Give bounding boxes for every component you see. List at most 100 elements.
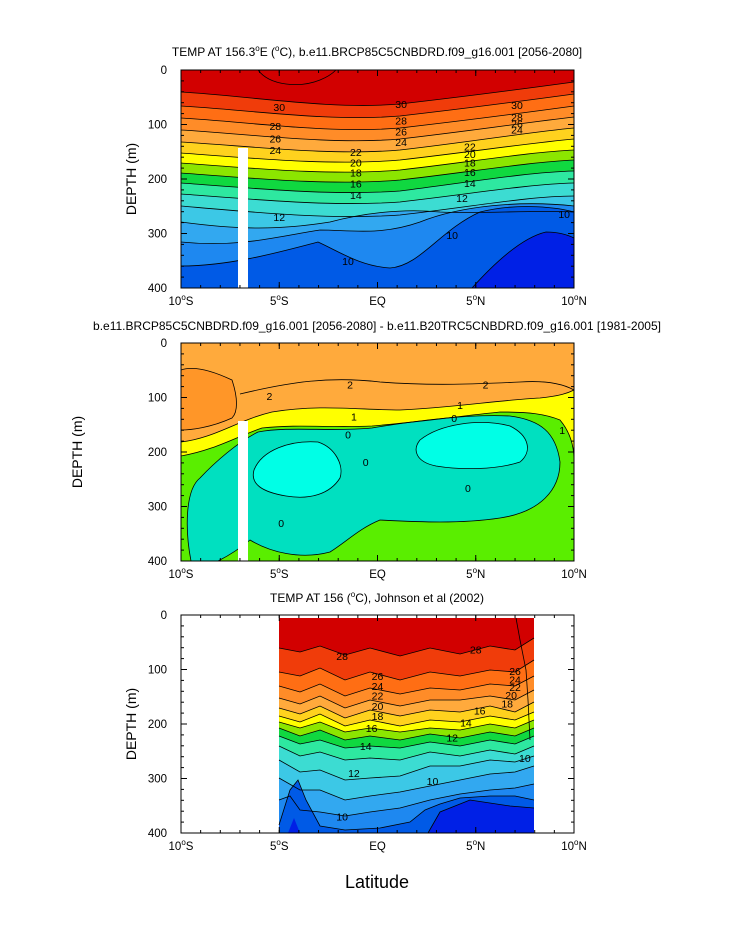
contour-label: 16 [464,167,476,179]
x-tick-label: 5oS [270,838,289,853]
contour-label: 18 [350,167,362,179]
x-tick-label: EQ [369,841,386,853]
contour-label: 26 [372,671,384,683]
contour-label: 14 [460,717,472,729]
contour-label: 10 [427,776,439,788]
contour-label: 14 [464,178,476,190]
contour-label: 22 [464,141,476,153]
contour-label: 30 [395,99,407,111]
contour-label: 24 [509,674,521,686]
x-tick-label: 5oN [466,838,485,853]
contour-label: 24 [269,145,281,157]
contour-label: 26 [511,118,523,130]
contour-label: 28 [336,651,348,663]
contour-label: 26 [269,134,281,146]
contour-label: 14 [360,741,372,753]
x-tick-label: 5oS [270,566,289,581]
x-tick-label: EQ [369,296,386,308]
panel-1: TEMP AT 156.3oE (oC), b.e11.BRCP85C5CNBD… [123,44,582,289]
contour-label: 10 [446,230,458,242]
contour-label: 10 [342,256,354,268]
panel-3: TEMP AT 156 (oC), Johnson et al (2002) [123,590,575,892]
contour-label: 10 [519,753,531,765]
x-tick-label: 10oN [561,293,587,308]
contour-label: 28 [395,116,407,128]
x-tick-label: 10oS [169,838,194,853]
y-tick-label: 300 [148,229,167,241]
panel-2-land-mask [238,421,248,561]
y-tick-label: 100 [148,665,167,677]
y-tick-label: 0 [161,338,167,350]
contour-label: 2 [347,379,353,391]
contour-label: 2 [483,379,489,391]
contour-label: 24 [511,124,523,136]
x-tick-label: 10oN [561,838,587,853]
contour-label: 30 [273,102,285,114]
y-tick-label: 200 [148,447,167,459]
contour-label: 28 [511,112,523,124]
contour-label: 28 [269,121,281,133]
y-tick-label: 200 [148,719,167,731]
y-tick-label: 400 [148,556,167,568]
y-tick-label: 0 [161,610,167,622]
contour-label: 0 [451,413,457,425]
contour-label: 30 [511,100,523,112]
contour-label: 0 [465,483,471,495]
contour-label: 1 [559,425,565,437]
panel-2: b.e11.BRCP85C5CNBDRD.f09_g16.001 [2056-2… [69,319,661,562]
y-tick-label: 300 [148,502,167,514]
contour-label: 16 [474,705,486,717]
panel-1-land-mask [238,148,248,288]
contour-label: 22 [509,682,521,694]
contour-label: 16 [366,723,378,735]
contour-label: 0 [278,518,284,530]
contour-label: 20 [350,158,362,170]
contour-label: 14 [350,190,362,202]
y-tick-label: 400 [148,283,167,295]
contour-label: 18 [372,711,384,723]
panel-3-fills [279,618,534,833]
y-tick-label: 0 [161,65,167,77]
contour-label: 22 [372,691,384,703]
panel-1-fills [181,70,574,288]
y-tick-label: 100 [148,120,167,132]
contour-label: 12 [273,212,285,224]
contour-label: 26 [395,127,407,139]
panel-3-y-label: DEPTH (m) [123,688,139,760]
contour-label: 1 [351,412,357,424]
contour-label: 10 [558,209,570,221]
x-tick-label: 5oN [466,293,485,308]
panel-2-y-label: DEPTH (m) [69,416,85,488]
contour-label: 26 [509,666,521,678]
contour-label: 20 [372,701,384,713]
x-tick-label: 5oN [466,566,485,581]
contour-label: 10 [336,812,348,824]
x-tick-label: 10oS [169,293,194,308]
y-tick-label: 200 [148,174,167,186]
x-tick-label: 10oS [169,566,194,581]
panel-3-contour-lines [278,617,535,833]
panel-2-title: b.e11.BRCP85C5CNBDRD.f09_g16.001 [2056-2… [93,319,661,333]
panel-1-title: TEMP AT 156.3oE (oC), b.e11.BRCP85C5CNBD… [172,44,582,59]
y-tick-label: 100 [148,393,167,405]
contour-label: 16 [350,178,362,190]
contour-label: 12 [446,733,458,745]
contour-label: 24 [372,681,384,693]
contour-label: 18 [501,698,513,710]
y-tick-label: 400 [148,828,167,840]
contour-label: 1 [457,400,463,412]
x-axis-label: Latitude [345,872,409,892]
contour-label: 12 [348,768,360,780]
contour-label: 2 [267,391,273,403]
x-tick-label: 5oS [270,293,289,308]
panel-1-y-label: DEPTH (m) [123,143,139,215]
panel-1-contour-lines [181,70,574,288]
contour-label: 20 [505,690,517,702]
contour-label: 0 [363,457,369,469]
x-tick-label: 10oN [561,566,587,581]
contour-label: 24 [395,137,407,149]
